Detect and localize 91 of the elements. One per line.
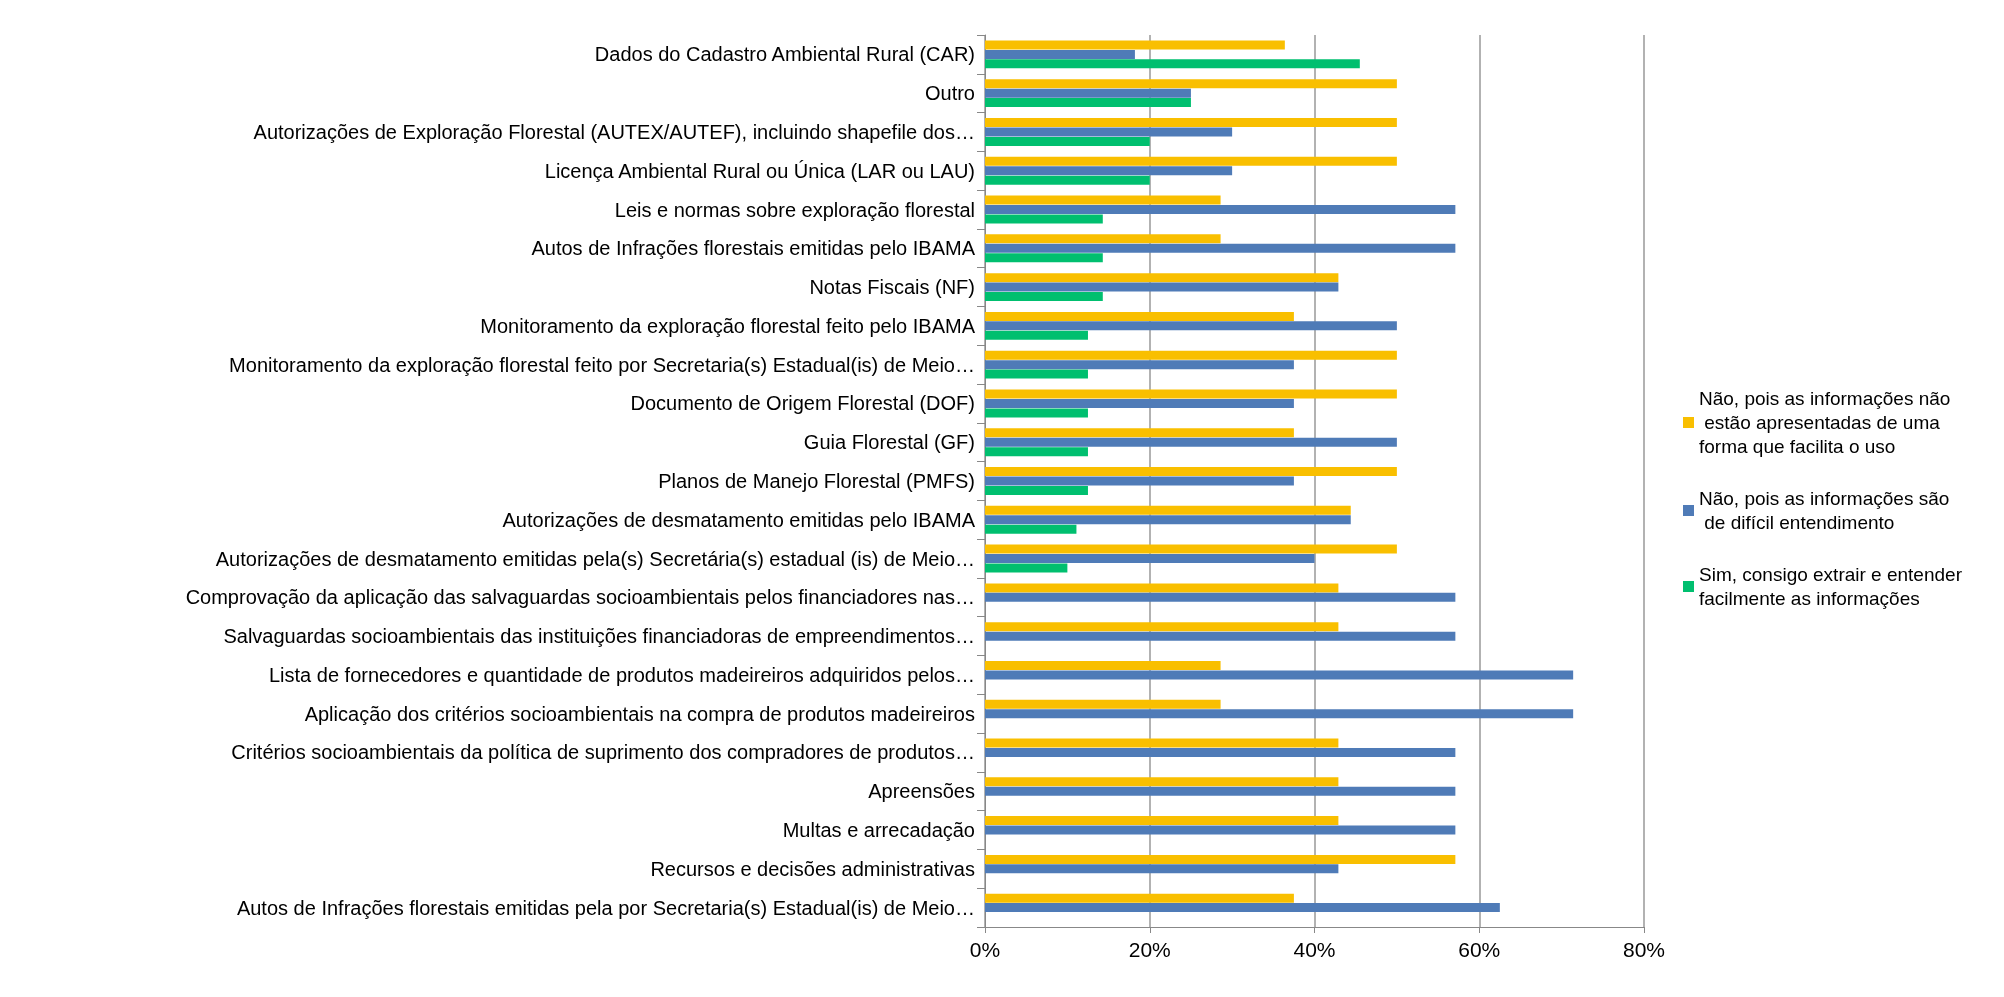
bar	[985, 903, 1500, 913]
bar	[985, 544, 1397, 554]
bar	[985, 408, 1088, 418]
bar	[985, 88, 1191, 98]
bar	[985, 670, 1574, 680]
bar	[985, 127, 1233, 137]
bar	[985, 369, 1088, 379]
bar	[985, 118, 1397, 128]
bar	[985, 709, 1574, 719]
x-tick-label: 20%	[1128, 938, 1171, 961]
bar	[985, 59, 1360, 69]
bar	[985, 515, 1351, 525]
y-tick-label: Monitoramento da exploração florestal feito por Secretaria(s) Estadual(is) de Meio…	[229, 353, 975, 376]
y-tick-label: Monitoramento da exploração florestal feito pelo IBAMA	[480, 314, 976, 337]
bar	[985, 738, 1339, 748]
y-tick-label: Apreensões	[868, 780, 975, 803]
bar	[985, 49, 1135, 59]
bar	[985, 330, 1088, 340]
y-tick-label: Outro	[924, 82, 975, 105]
bar	[985, 747, 1456, 757]
bar	[985, 485, 1088, 495]
bar	[985, 786, 1456, 796]
y-tick-label: Autos de Infrações florestais emitidas pela por Secretaria(s) Estadual(is) de Meio…	[236, 896, 975, 919]
bar	[985, 311, 1294, 321]
y-tick-label: Dados do Cadastro Ambiental Rural (CAR)	[594, 43, 975, 66]
bar	[985, 282, 1339, 292]
bar	[985, 563, 1068, 573]
bar	[985, 777, 1339, 787]
y-tick-label: Comprovação da aplicação das salvaguardas socioambientais pelos financiadores nas…	[185, 586, 975, 609]
bar	[985, 350, 1397, 360]
bar	[985, 273, 1339, 283]
bar	[985, 360, 1294, 370]
bar	[985, 660, 1221, 670]
legend-label: Não, pois as informações não estão apresentadas de uma forma que facilita o uso	[1699, 388, 1951, 457]
bar	[985, 825, 1456, 835]
bar	[985, 292, 1103, 302]
bar	[985, 476, 1294, 486]
y-tick-label: Notas Fiscais (NF)	[809, 276, 975, 299]
y-tick-label: Autorizações de Exploração Florestal (AUTEX/AUTEF), incluindo shapefile dos…	[253, 120, 975, 143]
x-tick-label: 80%	[1622, 938, 1666, 961]
bar	[985, 79, 1397, 89]
bar	[985, 166, 1233, 176]
bar	[985, 234, 1221, 244]
y-tick-label: Leis e normas sobre exploração florestal	[614, 198, 975, 221]
y-tick-label: Autorizações de desmatamento emitidas pela(s) Secretária(s) estadual (is) de Meio…	[215, 547, 975, 570]
y-tick-label: Licença Ambiental Rural ou Única (LAR ou LAU)	[544, 159, 975, 182]
bar	[985, 437, 1397, 447]
bar	[985, 253, 1103, 263]
bar	[985, 214, 1103, 224]
bar	[985, 175, 1150, 185]
legend-label: Não, pois as informações são de difícil entendimento	[1699, 488, 1950, 533]
y-tick-label: Autorizações de desmatamento emitidas pelo IBAMA	[502, 508, 976, 531]
x-tick-label: 60%	[1458, 938, 1501, 961]
y-tick-label: Recursos e decisões administrativas	[650, 857, 975, 880]
bar	[985, 864, 1339, 874]
bar	[985, 243, 1456, 253]
bar	[985, 854, 1456, 864]
bar	[985, 321, 1397, 331]
x-tick-label: 40%	[1293, 938, 1336, 961]
y-tick-label: Planos de Manejo Florestal (PMFS)	[658, 470, 975, 492]
legend-label: Sim, consigo extrair e entender facilmente as informações	[1699, 564, 1968, 609]
y-tick-label: Autos de Infrações florestais emitidas pelo IBAMA	[531, 237, 976, 260]
bar	[985, 893, 1294, 903]
bar	[985, 631, 1456, 641]
y-tick-label: Documento de Origem Florestal (DOF)	[630, 392, 975, 415]
bar	[985, 699, 1221, 709]
bar	[985, 195, 1221, 205]
bar	[985, 389, 1397, 399]
bar	[985, 505, 1351, 515]
bar	[985, 583, 1339, 593]
bar	[985, 428, 1294, 438]
bar	[985, 136, 1150, 146]
y-tick-label: Salvaguardas socioambientais das instituições financiadoras de empreendimentos…	[223, 625, 975, 648]
bar	[985, 592, 1456, 602]
bar	[985, 398, 1294, 408]
y-tick-label: Lista de fornecedores e quantidade de produtos madeireiros adquiridos pelos…	[268, 663, 975, 686]
bar	[985, 816, 1339, 826]
y-tick-label: Aplicação dos critérios socioambientais na compra de produtos madeireiros	[304, 702, 975, 725]
bar	[985, 622, 1339, 632]
bar	[985, 554, 1315, 564]
y-tick-label: Multas e arrecadação	[782, 819, 975, 842]
bar	[985, 40, 1285, 50]
bar	[985, 524, 1077, 534]
y-tick-label: Guia Florestal (GF)	[803, 431, 975, 454]
bar	[985, 156, 1397, 166]
bar	[985, 467, 1397, 477]
bar	[985, 98, 1191, 108]
y-tick-label: Critérios socioambientais da política de suprimento dos compradores de produtos…	[231, 741, 975, 764]
bar	[985, 205, 1456, 215]
bar	[985, 447, 1088, 457]
x-tick-label: 0%	[969, 938, 1001, 961]
